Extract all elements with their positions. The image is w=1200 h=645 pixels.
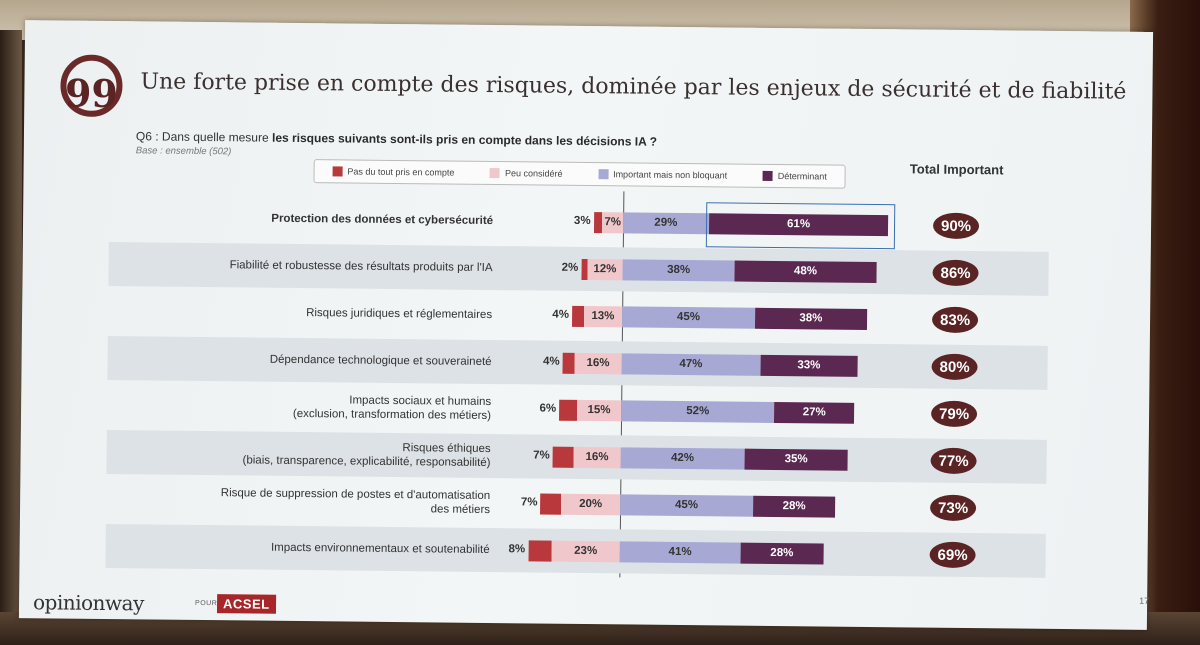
data-label: 4%: [552, 308, 570, 321]
bar-segment: [593, 211, 603, 233]
category-label: Risques juridiques et réglementaires: [306, 307, 493, 322]
total-important-value: 79%: [930, 400, 978, 428]
bar-segment: [528, 539, 552, 562]
data-label: 3%: [573, 214, 591, 227]
data-label: 8%: [508, 542, 526, 555]
data-label: 6%: [539, 402, 557, 415]
total-important-value: 73%: [929, 494, 977, 522]
bar-segment: [540, 493, 562, 515]
bar-segment: 27%: [774, 401, 855, 424]
chart-rows: Protection des données et cybersécurité 7…: [19, 20, 1153, 630]
bar-segment: 7%: [602, 211, 624, 233]
category-label: Impacts sociaux et humains (exclusion, t…: [292, 394, 492, 423]
presentation-slide: 99 Une forte prise en compte des risques…: [18, 20, 1154, 630]
data-label: 4%: [542, 355, 560, 368]
page-number: 17: [1139, 595, 1150, 606]
bar-segment: 23%: [551, 540, 620, 562]
bar-segment: 48%: [734, 260, 877, 283]
category-label: Risques éthiques (biais, transparence, e…: [242, 442, 491, 470]
bar-segment: 33%: [760, 354, 858, 377]
bar-segment: 42%: [620, 446, 745, 470]
bar-segment: 16%: [573, 446, 621, 468]
bar-segment: 12%: [587, 258, 623, 280]
bar-segment: [552, 446, 574, 468]
total-important-value: 83%: [931, 306, 979, 334]
bar-segment: 28%: [752, 495, 836, 518]
category-label: Protection des données et cybersécurité: [271, 212, 494, 228]
bar-segment: 41%: [619, 540, 741, 564]
data-label: 7%: [520, 495, 538, 509]
total-important-value: 80%: [931, 353, 978, 381]
bar-segment: 28%: [740, 542, 824, 564]
bar-segment: 29%: [622, 211, 709, 234]
bar-segment: 47%: [621, 352, 761, 376]
acsel-logo: ACSEL: [216, 594, 276, 614]
opinionway-logo: opinionway: [32, 590, 144, 616]
pour-label: POUR: [195, 599, 218, 608]
bar-segment: 38%: [754, 307, 868, 330]
total-important-value: 90%: [932, 212, 980, 240]
total-important-value: 86%: [932, 259, 979, 287]
total-important-value: 77%: [930, 447, 977, 475]
bar-segment: 16%: [574, 352, 622, 374]
bar-segment: 45%: [621, 305, 755, 329]
bar-segment: [562, 352, 575, 374]
data-label: 7%: [533, 448, 550, 462]
bar-segment: 35%: [744, 448, 848, 471]
bar-segment: 13%: [583, 305, 623, 327]
bar-segment: 38%: [622, 258, 735, 282]
bar-segment: 15%: [576, 399, 622, 421]
bar-segment: 52%: [620, 399, 775, 423]
room-wall-left: [0, 30, 22, 645]
bar-segment: [559, 399, 577, 421]
data-label: 2%: [561, 261, 579, 274]
bar-segment: 20%: [561, 493, 621, 515]
bar-segment: [571, 305, 584, 327]
total-important-value: 69%: [929, 541, 976, 569]
highlight-box: [705, 201, 896, 249]
bar-segment: 45%: [620, 493, 753, 517]
category-label: Risque de suppression de postes et d'aut…: [220, 487, 491, 517]
